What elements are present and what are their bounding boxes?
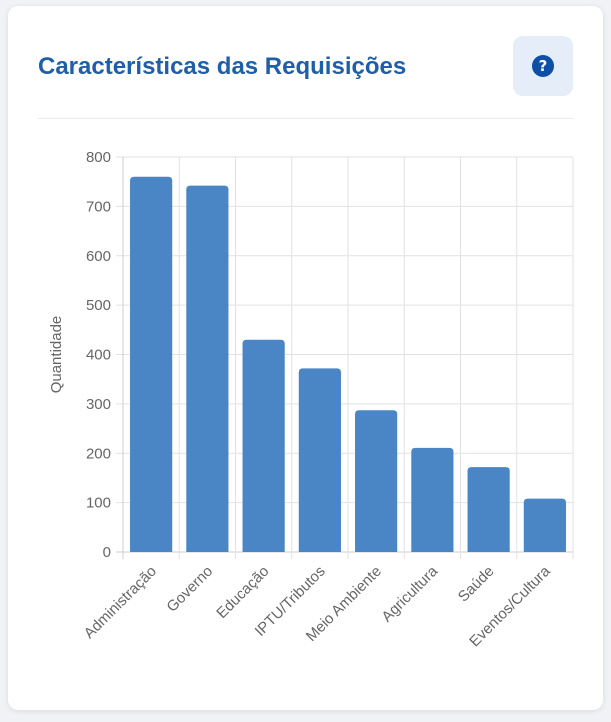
y-tick-label: 800: [86, 149, 111, 166]
divider: [38, 118, 573, 119]
y-tick-label: 600: [86, 248, 111, 265]
bar-7: [467, 467, 510, 552]
x-tick-label: Saúde: [455, 563, 498, 606]
y-tick-label: 100: [86, 495, 111, 512]
bar-5: [355, 410, 398, 552]
y-tick-label: 700: [86, 198, 111, 215]
help-button[interactable]: ?: [513, 36, 573, 96]
bar-chart: 0 100 200 300 400 500 600 700 800 Administração Go…: [48, 149, 574, 650]
y-tick-label: 400: [86, 347, 111, 364]
chart-card: Características das Requisições ? 0 100 20…: [8, 6, 603, 710]
x-tick-label: Governo: [163, 563, 216, 616]
x-tick-label: Agricultura: [378, 562, 441, 625]
y-tick-label: 0: [103, 544, 111, 561]
y-tick-label: 200: [86, 445, 111, 462]
card-title: Características das Requisições: [38, 53, 407, 80]
x-tick-label: Educação: [213, 563, 272, 622]
question-icon: ?: [532, 55, 554, 77]
x-tick-label: Administração: [81, 563, 160, 642]
bar-2: [186, 185, 229, 552]
y-tick-label: 300: [86, 396, 111, 413]
y-tick-label: 500: [86, 297, 111, 314]
bar-8: [523, 498, 566, 552]
bar-1: [130, 176, 173, 552]
y-axis-title: Quantidade: [48, 316, 65, 394]
bar-4: [298, 368, 341, 552]
bar-6: [411, 447, 454, 552]
bar-3: [242, 339, 285, 552]
